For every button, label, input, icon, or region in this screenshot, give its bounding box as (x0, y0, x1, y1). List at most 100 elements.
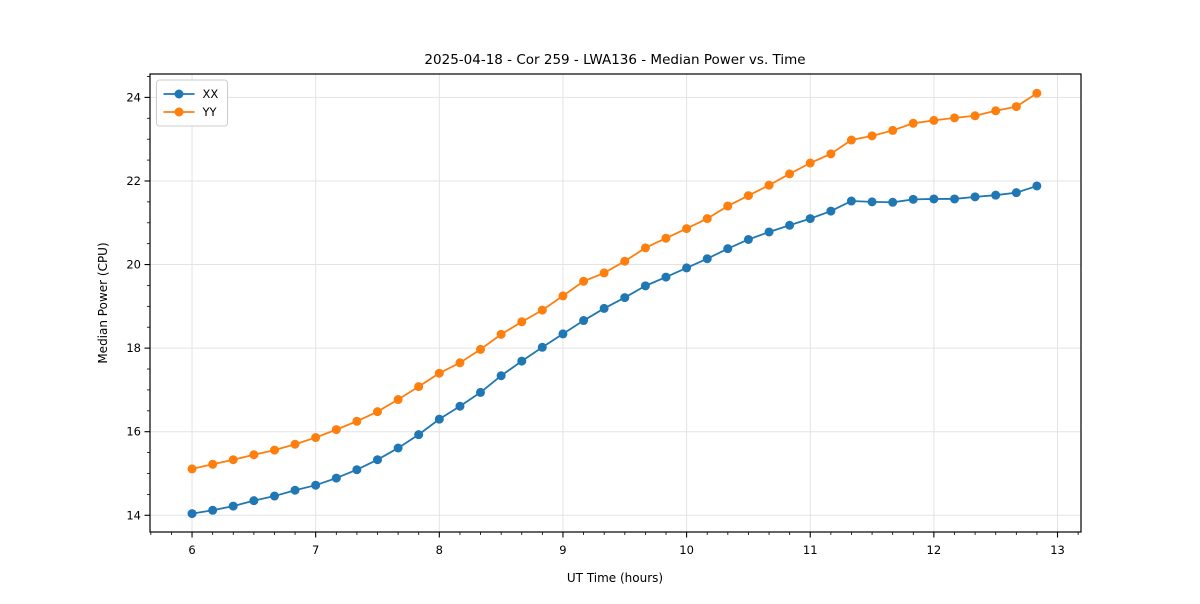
data-point-marker (270, 491, 280, 501)
legend-marker-icon (174, 89, 184, 99)
data-point-marker (846, 135, 856, 145)
data-point-marker (228, 501, 238, 511)
data-point-marker (888, 197, 898, 207)
y-tick-label: 20 (126, 258, 141, 272)
data-point-marker (517, 356, 527, 366)
data-point-marker (249, 496, 259, 506)
data-point-marker (579, 276, 589, 286)
data-point-marker (743, 234, 753, 244)
data-point-marker (475, 344, 485, 354)
x-tick-label: 10 (679, 543, 694, 557)
y-tick-label: 22 (126, 174, 141, 188)
data-point-marker (434, 414, 444, 424)
data-point-marker (846, 196, 856, 206)
data-point-marker (867, 197, 877, 207)
data-point-marker (929, 194, 939, 204)
data-point-marker (496, 329, 506, 339)
series-YY (187, 88, 1042, 474)
data-point-marker (352, 465, 362, 475)
data-point-marker (888, 125, 898, 135)
legend: XX YY (156, 79, 228, 127)
data-point-marker (372, 455, 382, 465)
data-point-marker (867, 131, 877, 141)
x-tick-label: 11 (803, 543, 818, 557)
data-point-marker (908, 118, 918, 128)
data-point-marker (558, 291, 568, 301)
data-point-marker (991, 190, 1001, 200)
data-point-marker (537, 342, 547, 352)
legend-box (156, 79, 228, 127)
data-point-marker (455, 401, 465, 411)
data-point-marker (640, 281, 650, 291)
data-point-marker (640, 243, 650, 253)
data-point-marker (785, 169, 795, 179)
data-point-marker (393, 395, 403, 405)
data-point-marker (1032, 88, 1042, 98)
data-point-marker (661, 272, 671, 282)
data-point-marker (950, 113, 960, 123)
data-point-marker (908, 194, 918, 204)
data-point-marker (970, 192, 980, 202)
data-point-marker (558, 329, 568, 339)
plot-area (149, 73, 1082, 533)
x-tick-label: 9 (559, 543, 566, 557)
y-tick-label: 18 (126, 341, 141, 355)
y-axis-label: Median Power (CPU) (96, 242, 110, 363)
data-point-marker (352, 416, 362, 426)
x-axis-label: UT Time (hours) (567, 571, 663, 585)
data-point-marker (826, 149, 836, 159)
legend-entry-YY: YY (163, 105, 218, 119)
y-tick-label: 16 (126, 425, 141, 439)
data-point-marker (1011, 102, 1021, 112)
data-point-marker (331, 473, 341, 483)
legend-label: YY (202, 105, 218, 119)
data-point-marker (270, 445, 280, 455)
data-point-marker (496, 371, 506, 381)
data-point-marker (950, 194, 960, 204)
data-point-marker (764, 227, 774, 237)
data-point-marker (743, 191, 753, 201)
data-point-marker (517, 317, 527, 327)
tick-label-layer: 6 7 8 9 10 11 12 13 14 16 18 20 22 24 (126, 90, 1064, 557)
data-point-marker (372, 407, 382, 417)
data-point-marker (620, 293, 630, 303)
tick-layer (144, 76, 1079, 538)
data-point-marker (455, 358, 465, 368)
data-point-marker (682, 263, 692, 273)
data-point-marker (1032, 181, 1042, 191)
chart-title: 2025-04-18 - Cor 259 - LWA136 - Median P… (424, 52, 805, 68)
series-line-YY (191, 92, 1038, 470)
data-point-marker (805, 158, 815, 168)
data-point-marker (723, 201, 733, 211)
data-point-marker (764, 180, 774, 190)
data-point-marker (1011, 188, 1021, 198)
data-point-marker (311, 433, 321, 443)
legend-entry-XX: XX (163, 87, 218, 101)
y-tick-label: 24 (126, 90, 141, 104)
data-point-marker (414, 382, 424, 392)
data-point-marker (826, 206, 836, 216)
data-point-marker (599, 268, 609, 278)
data-point-marker (434, 368, 444, 378)
data-point-marker (311, 480, 321, 490)
data-point-marker (620, 256, 630, 266)
x-tick-label: 8 (436, 543, 443, 557)
data-point-marker (290, 485, 300, 495)
data-point-marker (187, 464, 197, 474)
series-line-XX (191, 185, 1038, 515)
data-point-marker (702, 214, 712, 224)
data-point-marker (208, 505, 218, 515)
data-point-marker (208, 459, 218, 469)
data-point-marker (537, 305, 547, 315)
x-tick-label: 13 (1050, 543, 1065, 557)
data-point-marker (970, 111, 980, 121)
data-point-marker (475, 387, 485, 397)
data-point-marker (331, 425, 341, 435)
x-tick-label: 12 (927, 543, 942, 557)
data-point-marker (723, 244, 733, 254)
data-point-marker (249, 450, 259, 460)
series-layer (187, 88, 1042, 519)
data-point-marker (991, 106, 1001, 116)
